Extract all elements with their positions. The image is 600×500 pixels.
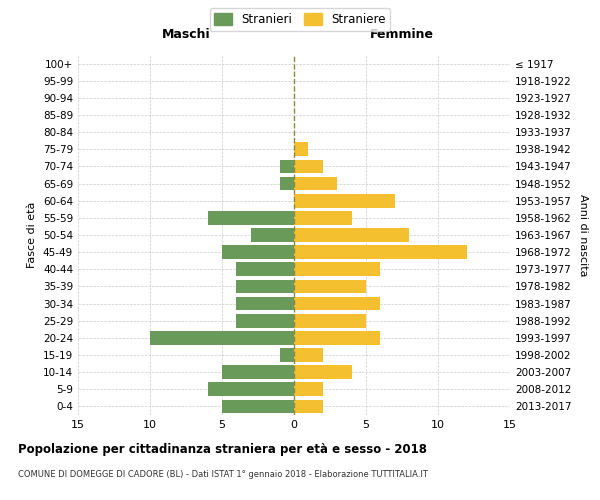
- Bar: [280, 176, 294, 190]
- Y-axis label: Fasce di età: Fasce di età: [28, 202, 37, 268]
- Bar: [236, 262, 294, 276]
- Legend: Stranieri, Straniere: Stranieri, Straniere: [209, 8, 391, 31]
- Text: Femmine: Femmine: [370, 28, 434, 40]
- Bar: [294, 400, 323, 413]
- Bar: [294, 382, 323, 396]
- Bar: [208, 382, 294, 396]
- Bar: [294, 348, 323, 362]
- Bar: [222, 366, 294, 379]
- Bar: [222, 246, 294, 259]
- Bar: [280, 348, 294, 362]
- Text: Popolazione per cittadinanza straniera per età e sesso - 2018: Popolazione per cittadinanza straniera p…: [18, 442, 427, 456]
- Text: COMUNE DI DOMEGGE DI CADORE (BL) - Dati ISTAT 1° gennaio 2018 - Elaborazione TUT: COMUNE DI DOMEGGE DI CADORE (BL) - Dati …: [18, 470, 428, 479]
- Bar: [236, 296, 294, 310]
- Bar: [236, 314, 294, 328]
- Y-axis label: Anni di nascita: Anni di nascita: [578, 194, 588, 276]
- Bar: [294, 296, 380, 310]
- Bar: [294, 160, 323, 173]
- Bar: [294, 246, 467, 259]
- Bar: [251, 228, 294, 242]
- Bar: [294, 194, 395, 207]
- Bar: [294, 280, 366, 293]
- Bar: [294, 228, 409, 242]
- Bar: [294, 366, 352, 379]
- Bar: [294, 211, 352, 224]
- Bar: [208, 211, 294, 224]
- Bar: [294, 314, 366, 328]
- Text: Maschi: Maschi: [161, 28, 211, 40]
- Bar: [294, 331, 380, 344]
- Bar: [294, 262, 380, 276]
- Bar: [222, 400, 294, 413]
- Bar: [294, 176, 337, 190]
- Bar: [294, 142, 308, 156]
- Bar: [150, 331, 294, 344]
- Bar: [236, 280, 294, 293]
- Bar: [280, 160, 294, 173]
